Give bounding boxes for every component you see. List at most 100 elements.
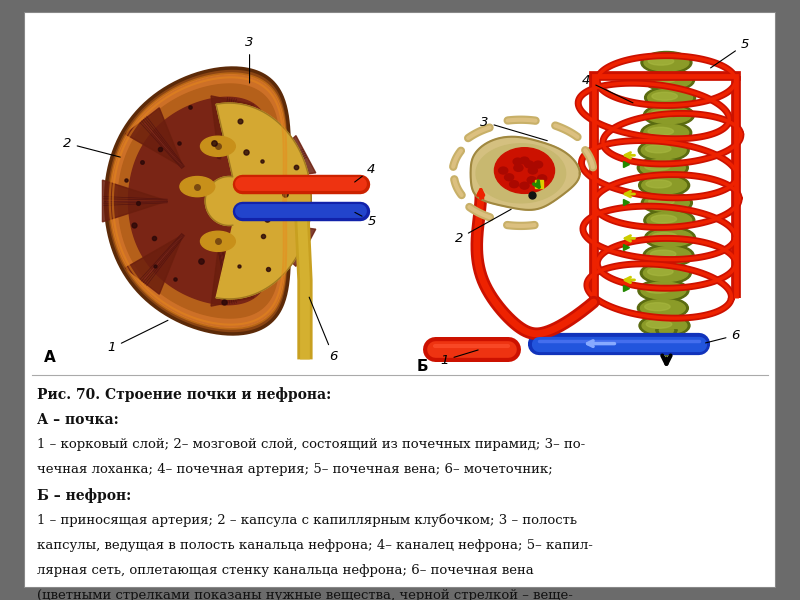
- Circle shape: [527, 176, 536, 184]
- Ellipse shape: [651, 215, 677, 223]
- Circle shape: [520, 182, 529, 189]
- Text: 5: 5: [710, 38, 749, 68]
- Text: 2: 2: [63, 137, 120, 157]
- Polygon shape: [249, 155, 303, 181]
- Polygon shape: [102, 180, 167, 222]
- Ellipse shape: [646, 320, 672, 328]
- Polygon shape: [129, 97, 272, 305]
- Polygon shape: [110, 74, 286, 328]
- Ellipse shape: [645, 302, 670, 311]
- Ellipse shape: [638, 174, 690, 196]
- Ellipse shape: [648, 127, 674, 136]
- Ellipse shape: [646, 71, 691, 89]
- Ellipse shape: [643, 104, 694, 126]
- Ellipse shape: [641, 299, 686, 317]
- Ellipse shape: [648, 89, 693, 106]
- Circle shape: [510, 181, 518, 188]
- Text: 3: 3: [246, 36, 254, 83]
- Ellipse shape: [641, 122, 692, 144]
- Ellipse shape: [642, 142, 686, 159]
- Polygon shape: [106, 68, 290, 334]
- Polygon shape: [211, 243, 254, 306]
- Ellipse shape: [645, 163, 670, 170]
- Polygon shape: [211, 96, 254, 159]
- Ellipse shape: [650, 250, 676, 258]
- Circle shape: [498, 167, 508, 174]
- Polygon shape: [126, 235, 183, 294]
- Ellipse shape: [642, 192, 692, 214]
- Ellipse shape: [643, 244, 694, 266]
- Text: Рис. 70. Строение почки и нефрона:: Рис. 70. Строение почки и нефрона:: [37, 388, 331, 402]
- Ellipse shape: [640, 262, 691, 284]
- Text: 6: 6: [309, 297, 338, 363]
- Ellipse shape: [648, 229, 693, 247]
- Text: капсулы, ведущая в полость канальца нефрона; 4– каналец нефрона; 5– капил-: капсулы, ведущая в полость канальца нефр…: [37, 539, 593, 552]
- Text: Б: Б: [417, 359, 429, 374]
- Ellipse shape: [201, 136, 235, 157]
- Ellipse shape: [648, 57, 674, 65]
- Text: А: А: [44, 350, 55, 365]
- Text: 3: 3: [480, 116, 547, 140]
- Ellipse shape: [650, 110, 676, 118]
- Ellipse shape: [638, 280, 689, 302]
- Ellipse shape: [643, 69, 694, 91]
- Ellipse shape: [644, 209, 695, 232]
- Text: Б – нефрон:: Б – нефрон:: [37, 488, 131, 503]
- Circle shape: [520, 157, 529, 164]
- Text: 4: 4: [354, 163, 376, 182]
- Polygon shape: [248, 136, 316, 181]
- Ellipse shape: [638, 297, 688, 319]
- Ellipse shape: [638, 139, 689, 161]
- Polygon shape: [219, 244, 232, 299]
- Circle shape: [494, 148, 554, 193]
- Circle shape: [514, 164, 523, 172]
- Polygon shape: [470, 137, 580, 210]
- Ellipse shape: [641, 52, 692, 74]
- Text: 1 – корковый слой; 2– мозговой слой, состоящий из почечных пирамид; 3– по-: 1 – корковый слой; 2– мозговой слой, сос…: [37, 438, 585, 451]
- Ellipse shape: [638, 157, 688, 179]
- Ellipse shape: [646, 107, 691, 124]
- Ellipse shape: [641, 282, 686, 299]
- Polygon shape: [476, 144, 566, 203]
- Polygon shape: [248, 221, 316, 266]
- Polygon shape: [144, 235, 182, 278]
- Circle shape: [528, 167, 538, 174]
- Polygon shape: [659, 330, 674, 349]
- Circle shape: [534, 161, 542, 168]
- Polygon shape: [219, 103, 232, 158]
- Ellipse shape: [649, 197, 674, 205]
- Circle shape: [525, 161, 534, 168]
- Text: 1: 1: [440, 350, 478, 367]
- Text: А – почка:: А – почка:: [37, 413, 118, 427]
- Ellipse shape: [646, 180, 671, 188]
- Ellipse shape: [645, 194, 690, 211]
- Ellipse shape: [646, 285, 670, 293]
- Circle shape: [505, 174, 514, 181]
- Text: лярная сеть, оплетающая стенку канальца нефрона; 6– почечная вена: лярная сеть, оплетающая стенку канальца …: [37, 564, 534, 577]
- Ellipse shape: [180, 176, 214, 197]
- Text: 1 – приносящая артерия; 2 – капсула с капиллярным клубочком; 3 – полость: 1 – приносящая артерия; 2 – капсула с ка…: [37, 514, 577, 527]
- Ellipse shape: [642, 317, 687, 334]
- Text: 6: 6: [706, 329, 740, 343]
- Ellipse shape: [652, 233, 678, 241]
- Ellipse shape: [645, 227, 695, 249]
- Polygon shape: [144, 124, 182, 167]
- Polygon shape: [655, 330, 678, 358]
- Circle shape: [538, 175, 546, 182]
- Ellipse shape: [201, 231, 235, 251]
- Ellipse shape: [644, 54, 689, 71]
- Ellipse shape: [646, 145, 671, 153]
- Polygon shape: [118, 84, 280, 318]
- Ellipse shape: [640, 159, 686, 176]
- Ellipse shape: [645, 86, 695, 109]
- Ellipse shape: [647, 212, 692, 229]
- Ellipse shape: [644, 124, 689, 141]
- Ellipse shape: [643, 265, 688, 281]
- Ellipse shape: [642, 177, 686, 194]
- Ellipse shape: [639, 314, 690, 337]
- Circle shape: [513, 158, 522, 165]
- Ellipse shape: [651, 74, 676, 83]
- Polygon shape: [206, 103, 311, 299]
- Polygon shape: [249, 221, 303, 247]
- Polygon shape: [126, 108, 183, 167]
